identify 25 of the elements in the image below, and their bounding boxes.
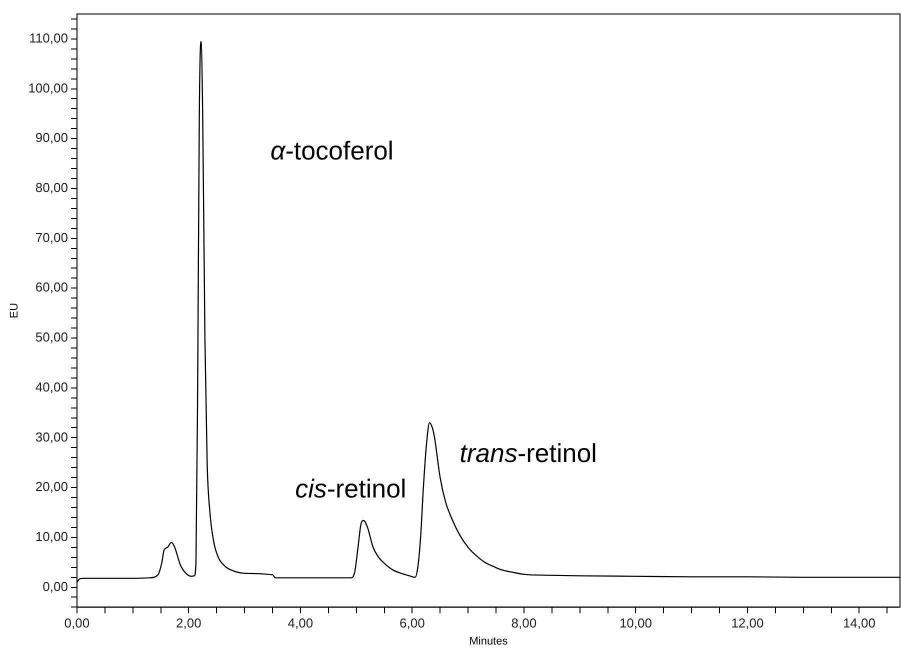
annotation: α-tocoferol: [270, 135, 394, 166]
x-tick-label: 0,00: [64, 616, 90, 631]
y-tick-label: 110,00: [29, 30, 68, 46]
y-tick-label: 20,00: [35, 479, 68, 494]
y-tick-label: 60,00: [35, 280, 68, 295]
x-tick-label: 10,00: [619, 616, 652, 631]
x-tick-label: 12,00: [731, 616, 764, 631]
y-tick-label: 30,00: [35, 429, 68, 444]
x-tick-label: 8,00: [511, 616, 537, 631]
y-axis-title: EU: [8, 302, 21, 318]
annotation: trans-retinol: [460, 438, 597, 468]
y-tick-label: 100,00: [28, 80, 68, 96]
y-tick-label: 0,00: [42, 578, 68, 594]
x-axis-title: Minutes: [469, 635, 508, 648]
y-tick-label: 90,00: [35, 130, 68, 146]
x-tick-label: 2,00: [176, 616, 202, 631]
y-tick-label: 80,00: [35, 180, 68, 196]
y-tick-label: 10,00: [35, 528, 68, 544]
x-tick-label: 6,00: [400, 616, 425, 631]
x-tick-label: 4,00: [288, 616, 314, 631]
y-tick-label: 50,00: [35, 330, 68, 345]
y-tick-label: 40,00: [35, 379, 68, 394]
annotation: cis-retinol: [295, 473, 406, 504]
x-tick-label: 14,00: [842, 616, 876, 631]
y-tick-label: 70,00: [35, 230, 68, 245]
